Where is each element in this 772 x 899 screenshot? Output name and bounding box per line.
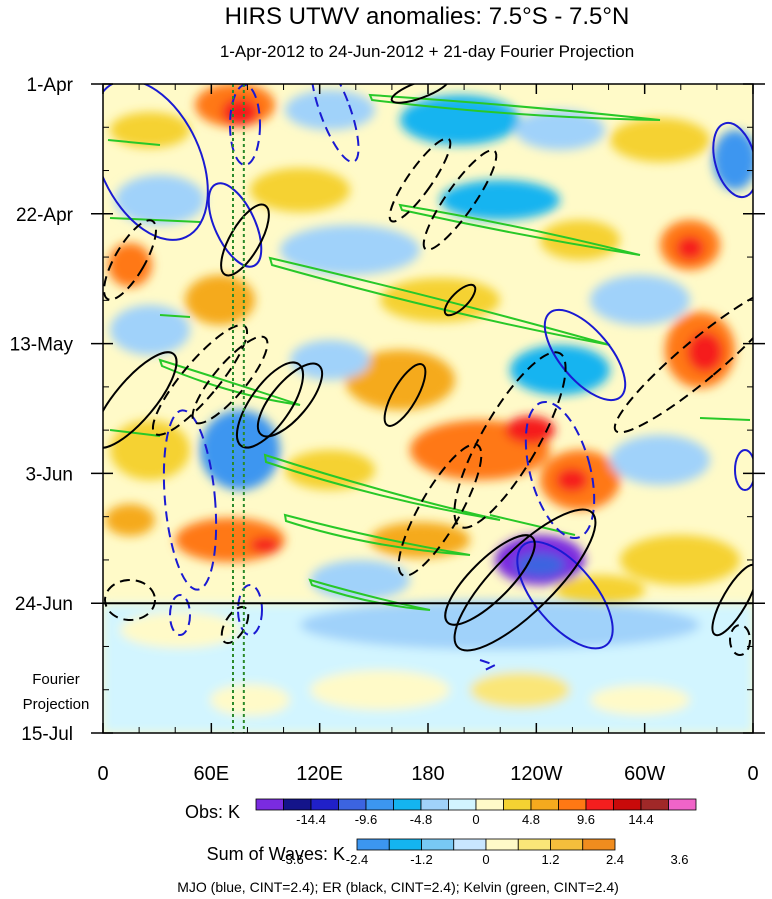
y-tick-label: 3-Jun xyxy=(25,464,73,485)
waves-legend-label: -1.2 xyxy=(410,852,432,867)
waves-legend-swatch xyxy=(388,838,422,851)
mjo-contours xyxy=(103,84,753,671)
y-axis: 1-Apr 22-Apr 13-May 3-Jun 24-Jun 15-Jul xyxy=(10,75,765,745)
projection-field xyxy=(103,600,753,733)
waves-legend-swatch xyxy=(453,838,487,851)
obs-legend-swatch xyxy=(530,798,559,811)
chart-subtitle: 1-Apr-2012 to 24-Jun-2012 + 21-day Fouri… xyxy=(220,42,634,61)
waves-legend-swatch xyxy=(421,838,455,851)
obs-legend-label: -4.8 xyxy=(410,812,432,827)
waves-legend-label: 1.2 xyxy=(541,852,559,867)
obs-legend-label: 4.8 xyxy=(522,812,540,827)
waves-legend-label: 2.4 xyxy=(606,852,624,867)
obs-legend-label: 14.4 xyxy=(628,812,653,827)
waves-legend-swatch xyxy=(550,838,584,851)
obs-legend-swatch xyxy=(640,798,669,811)
obs-legend-swatch xyxy=(585,798,614,811)
x-axis: 0 60E 120E 180 120W 60W 0 xyxy=(97,84,759,785)
x-tick-label: 120E xyxy=(296,763,343,785)
y-tick-label: 22-Apr xyxy=(16,205,74,226)
obs-legend-swatch xyxy=(283,798,312,811)
obs-legend-swatch xyxy=(393,798,422,811)
y-tick-label: 15-Jul xyxy=(21,724,73,745)
obs-legend-label: 0 xyxy=(472,812,479,827)
obs-legend-swatch xyxy=(255,798,284,811)
x-tick-label: 0 xyxy=(97,763,108,785)
waves-legend-title: Sum of Waves: K xyxy=(207,844,345,864)
x-tick-label: 120W xyxy=(510,763,562,785)
obs-legend-swatch xyxy=(613,798,642,811)
waves-legend-swatch xyxy=(356,838,390,851)
plot-area xyxy=(103,84,753,733)
obs-legend-swatch xyxy=(365,798,394,811)
waves-legend-bar: -3.6 -2.4 -1.2 0 1.2 2.4 3.6 xyxy=(281,838,689,867)
er-contours xyxy=(103,84,753,656)
x-tick-label: 0 xyxy=(747,763,758,785)
obs-legend-swatch xyxy=(558,798,587,811)
obs-legend-swatch xyxy=(475,798,504,811)
waves-legend-swatch xyxy=(582,838,616,851)
obs-legend-title: Obs: K xyxy=(185,802,240,822)
y-tick-label: 24-Jun xyxy=(15,594,73,615)
obs-legend-swatch xyxy=(338,798,367,811)
obs-legend-swatch xyxy=(503,798,532,811)
obs-anomaly-field xyxy=(105,84,753,605)
y-tick-label: 13-May xyxy=(10,335,74,356)
x-tick-label: 60W xyxy=(624,763,665,785)
obs-legend-swatch xyxy=(668,798,697,811)
waves-legend-swatch xyxy=(485,838,519,851)
reference-lines xyxy=(232,84,245,733)
waves-legend-label: 3.6 xyxy=(670,852,688,867)
x-tick-label: 180 xyxy=(411,763,444,785)
obs-legend-label: 9.6 xyxy=(577,812,595,827)
obs-legend-swatch xyxy=(448,798,477,811)
obs-legend-bar: -14.4 -9.6 -4.8 0 4.8 9.6 14.4 xyxy=(255,798,697,827)
waves-legend-swatch xyxy=(517,838,551,851)
projection-label-line2: Projection xyxy=(23,696,90,713)
waves-legend-label: -2.4 xyxy=(346,852,368,867)
chart-title: HIRS UTWV anomalies: 7.5°S - 7.5°N xyxy=(225,3,630,30)
obs-legend-label: -14.4 xyxy=(296,812,326,827)
obs-legend-swatch xyxy=(420,798,449,811)
footer-note: MJO (blue, CINT=2.4); ER (black, CINT=2.… xyxy=(177,879,619,895)
obs-legend-label: -9.6 xyxy=(355,812,377,827)
waves-legend-label: -3.6 xyxy=(281,852,303,867)
obs-legend-swatch xyxy=(310,798,339,811)
projection-label-line1: Fourier xyxy=(32,671,80,688)
x-tick-label: 60E xyxy=(194,763,230,785)
y-tick-label: 1-Apr xyxy=(27,75,74,96)
waves-legend-label: 0 xyxy=(482,852,489,867)
